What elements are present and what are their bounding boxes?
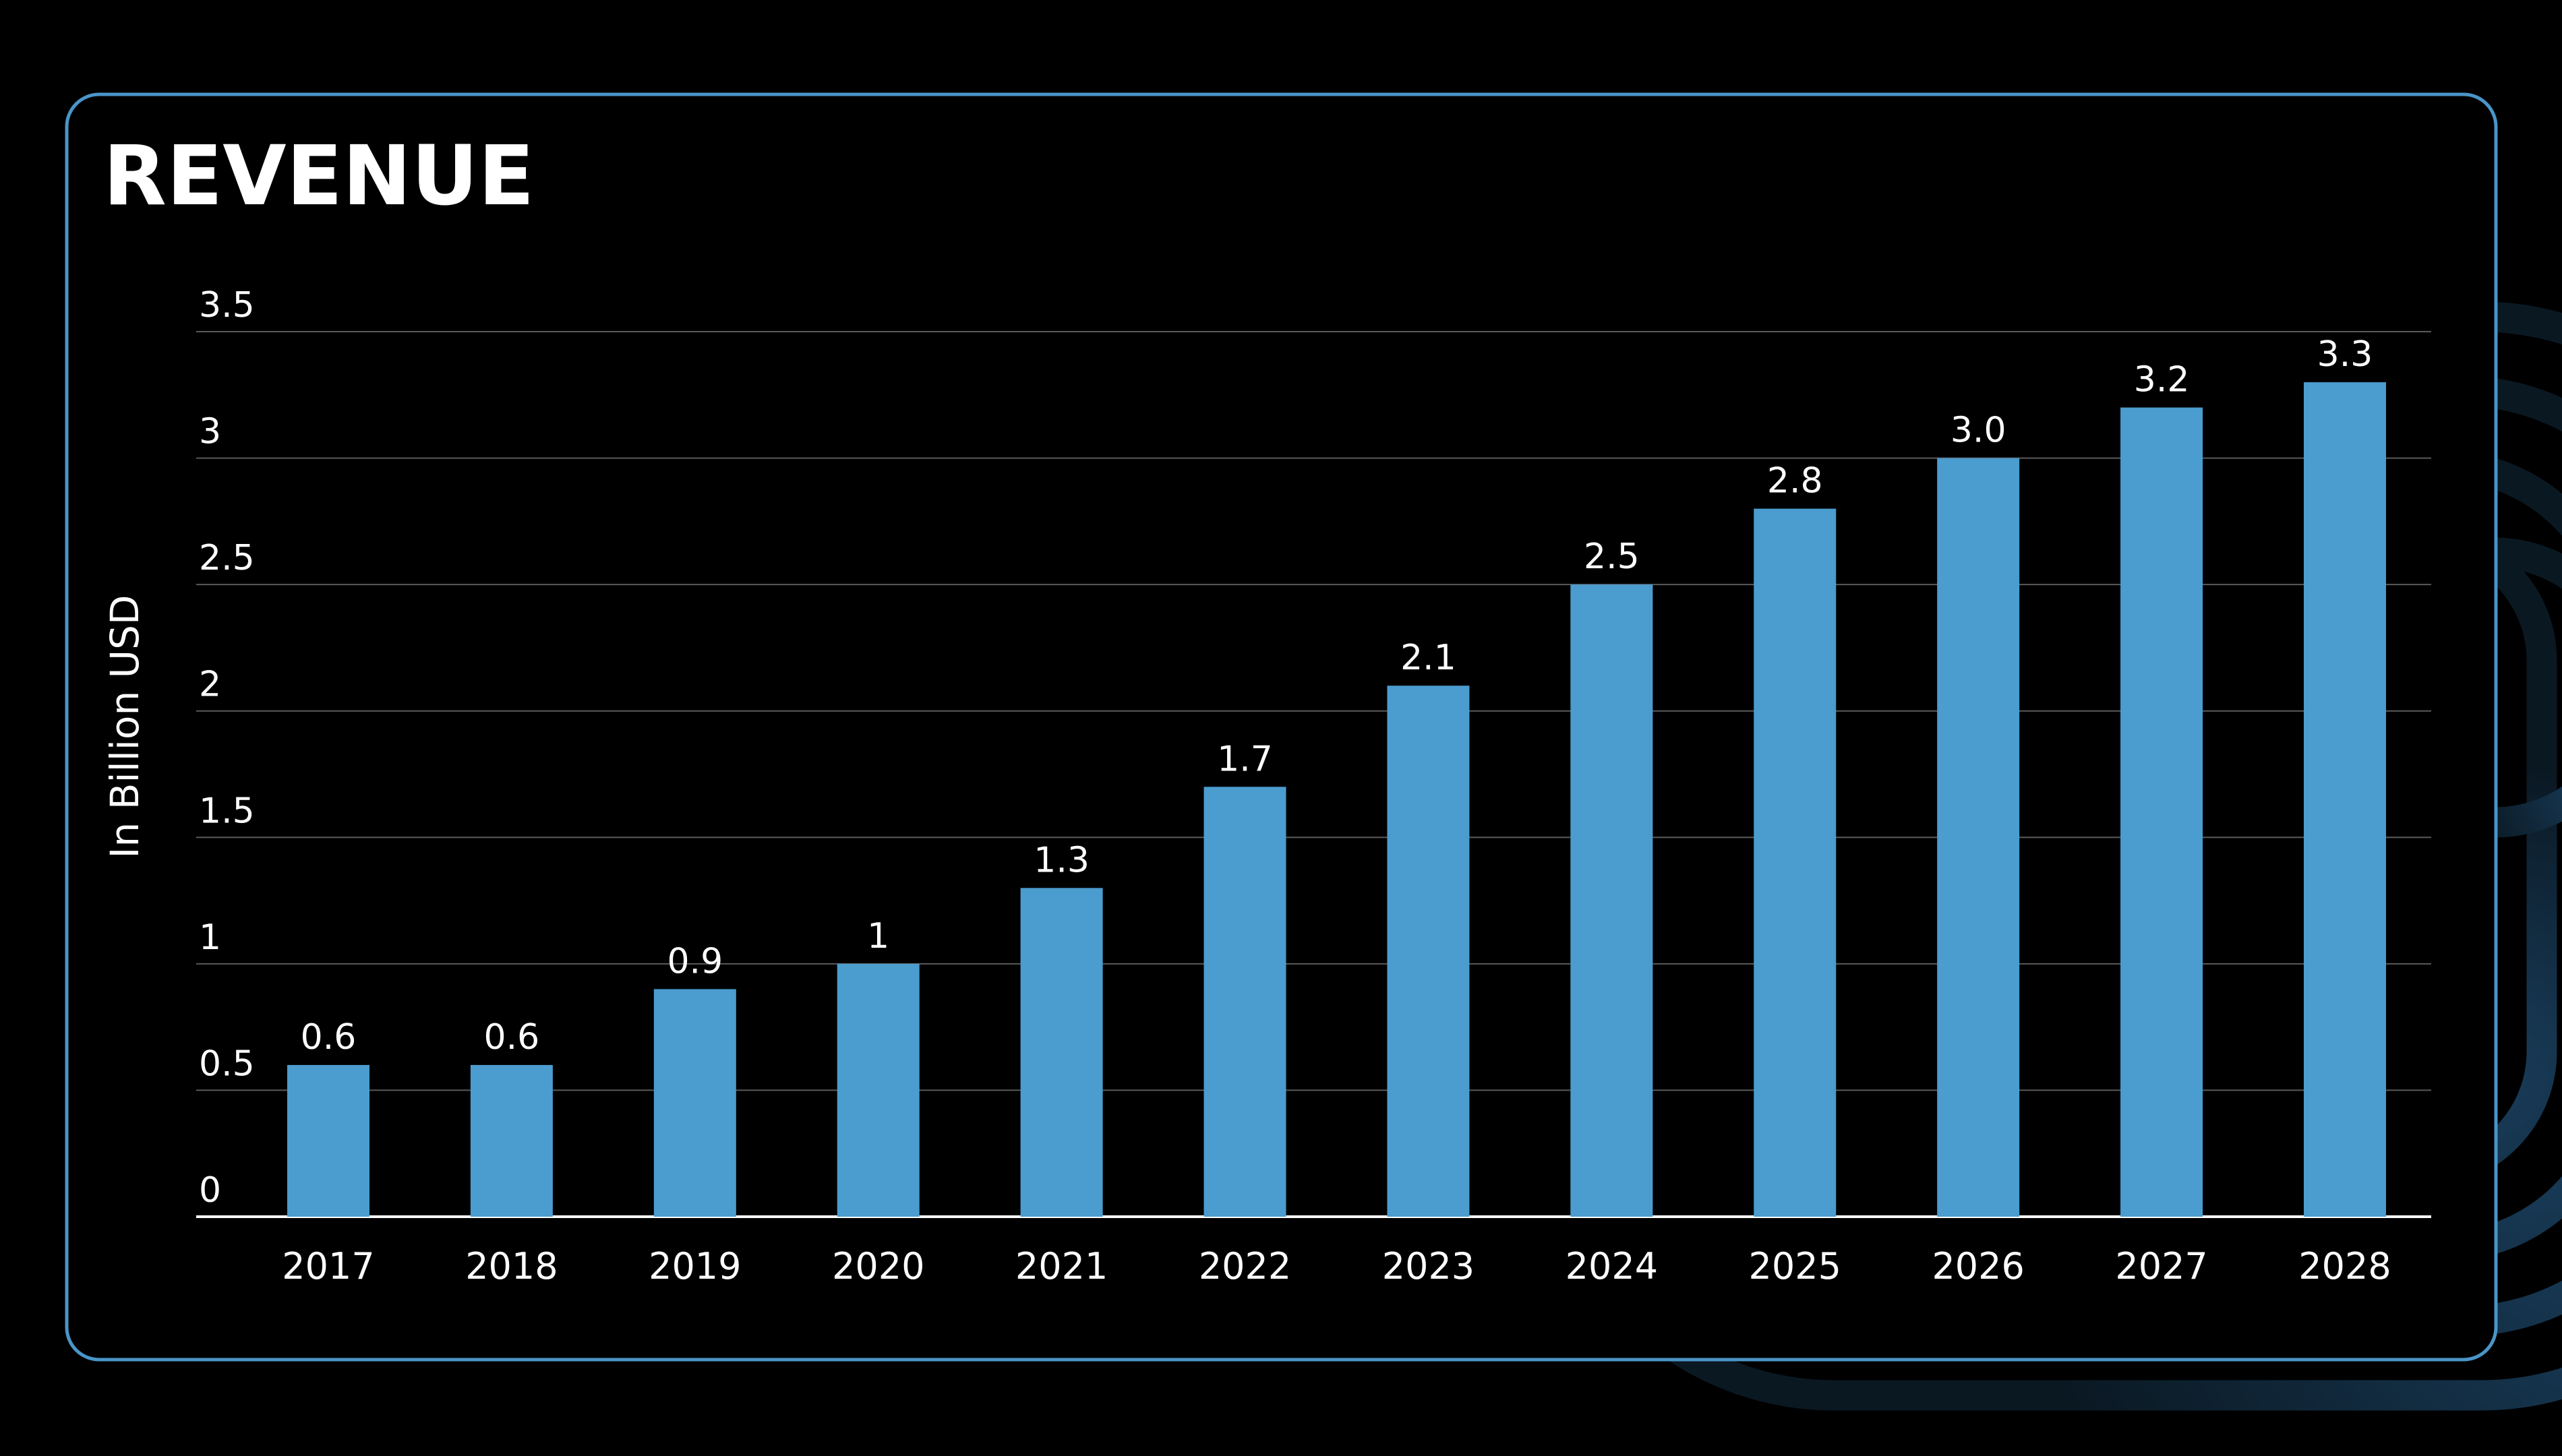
bar <box>1937 458 2020 1217</box>
value-label: 3.3 <box>2317 334 2373 375</box>
x-tick-label: 2024 <box>1566 1245 1658 1287</box>
y-tick-label: 0.5 <box>199 1043 255 1084</box>
value-label: 3.2 <box>2134 360 2190 400</box>
value-label: 2.1 <box>1400 638 1456 678</box>
y-tick-label: 3.5 <box>199 285 255 326</box>
bar <box>287 1064 369 1217</box>
bar <box>470 1064 553 1217</box>
value-label: 1.3 <box>1034 840 1090 880</box>
x-tick-label: 2019 <box>649 1245 741 1287</box>
y-axis-label: In Billion USD <box>102 595 148 858</box>
x-tick-label: 2025 <box>1749 1245 1841 1287</box>
x-tick-label: 2020 <box>832 1245 924 1287</box>
x-tick-label: 2026 <box>1932 1245 2024 1287</box>
bar <box>837 963 920 1217</box>
value-label: 0.6 <box>301 1017 357 1058</box>
bar <box>2120 407 2203 1217</box>
x-tick-label: 2023 <box>1382 1245 1474 1287</box>
chart-title: REVENUE <box>103 128 535 224</box>
x-tick-label: 2022 <box>1199 1245 1291 1287</box>
value-label: 0.6 <box>484 1017 540 1058</box>
value-label: 0.9 <box>667 941 723 981</box>
value-label: 2.8 <box>1767 461 1823 502</box>
value-label: 3.0 <box>1950 411 2006 451</box>
x-tick-label: 2028 <box>2298 1245 2391 1287</box>
x-tick-label: 2027 <box>2115 1245 2207 1287</box>
bar <box>2304 382 2386 1217</box>
value-label: 1.7 <box>1217 739 1273 779</box>
x-tick-label: 2021 <box>1015 1245 1108 1287</box>
y-tick-label: 2.5 <box>199 538 255 578</box>
x-tick-label: 2018 <box>465 1245 558 1287</box>
bar <box>1387 686 1470 1217</box>
value-label: 1 <box>867 916 889 957</box>
y-tick-label: 1.5 <box>199 791 255 831</box>
x-tick-label: 2017 <box>282 1245 374 1287</box>
value-label: 2.5 <box>1584 537 1640 577</box>
y-tick-label: 3 <box>199 412 221 452</box>
y-tick-label: 0 <box>199 1170 221 1211</box>
bar <box>1203 787 1286 1217</box>
bar <box>653 989 736 1217</box>
y-tick-label: 2 <box>199 665 221 705</box>
bar <box>1020 888 1103 1217</box>
y-tick-label: 1 <box>199 917 221 958</box>
bar <box>1754 508 1837 1217</box>
bar <box>1570 584 1653 1217</box>
